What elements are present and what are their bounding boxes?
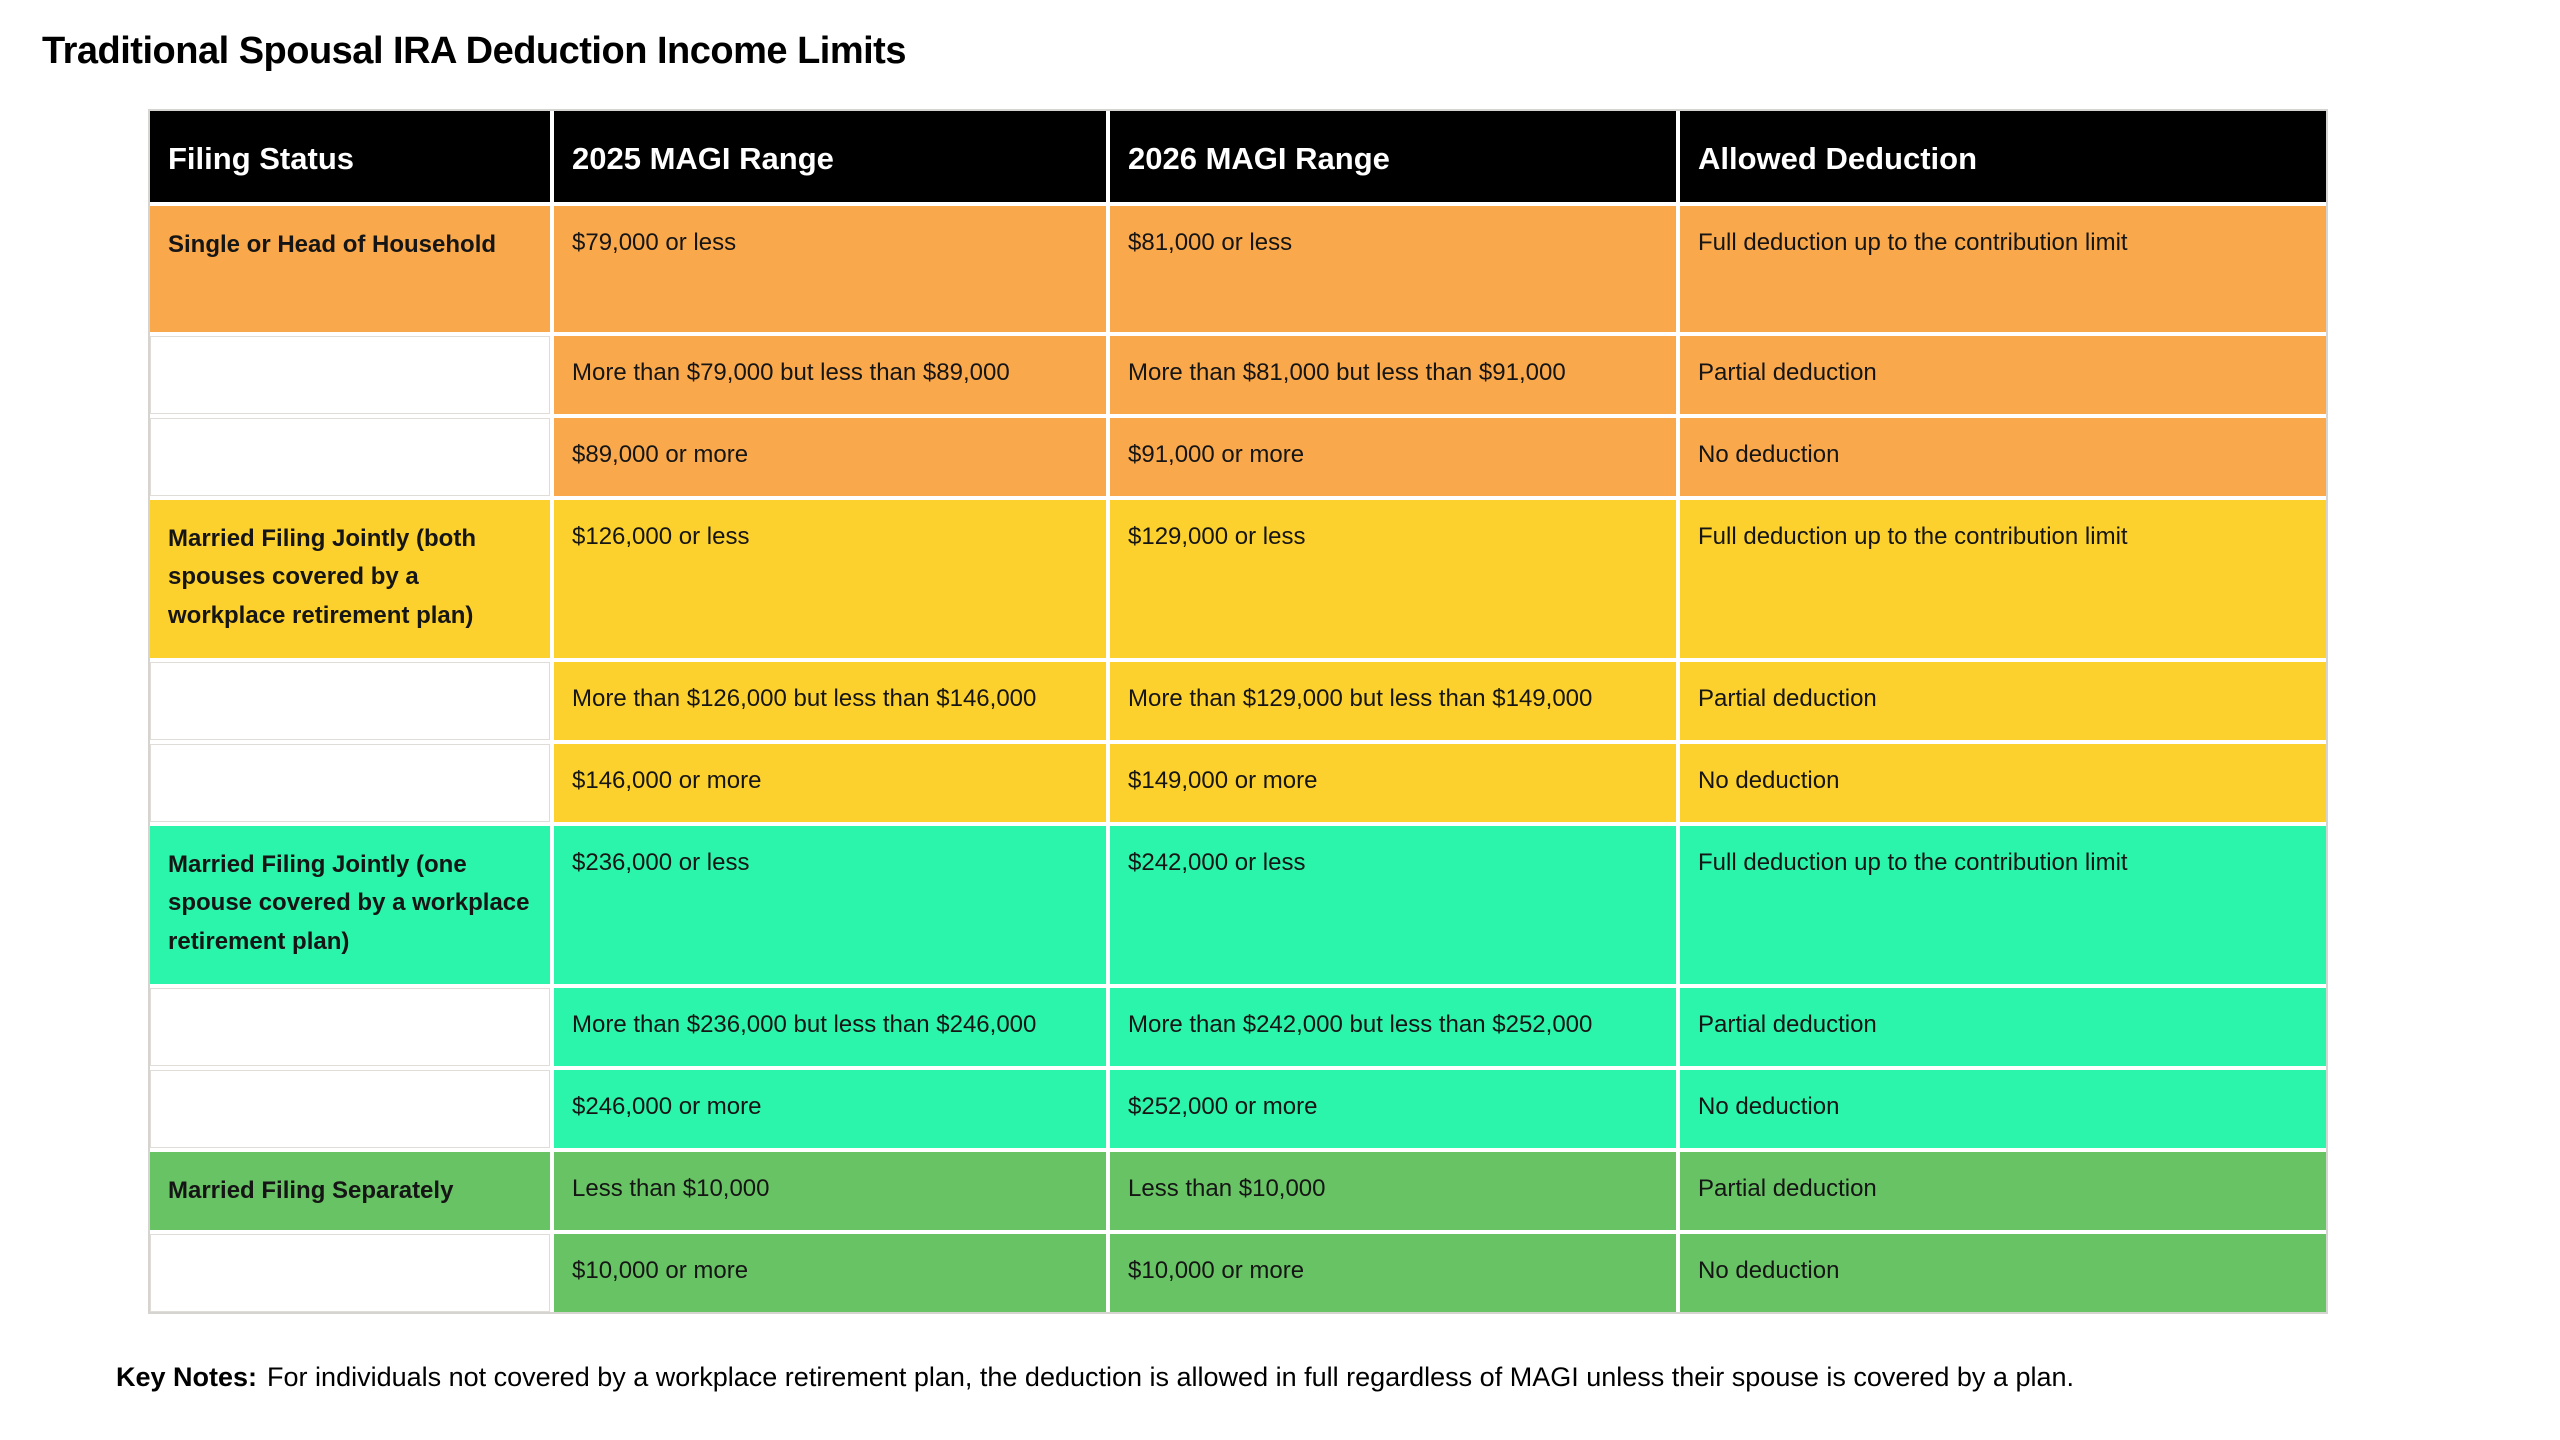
cell-allowed-deduction: Partial deduction [1680,1151,2326,1231]
table-header-row: Filing Status 2025 MAGI Range 2026 MAGI Ra… [150,111,2326,202]
cell-2026-magi-range: More than $81,000 but less than $91,000 [1110,335,1676,414]
cell-2026-magi-range: More than $129,000 but less than $149,00… [1110,661,1676,740]
cell-filing-status: Single or Head of Household [150,205,550,332]
ira-deduction-table: Filing Status 2025 MAGI Range 2026 MAGI Ra… [148,109,2328,1315]
table-row: $89,000 or more $91,000 or more No deduc… [150,417,2326,496]
document-page: Traditional Spousal IRA Deduction Income… [0,30,2560,1440]
cell-2026-magi-range: $252,000 or more [1110,1069,1676,1148]
cell-filing-status: Married Filing Jointly (both spouses cov… [150,499,550,658]
cell-2025-magi-range: Less than $10,000 [554,1151,1106,1231]
cell-allowed-deduction: Partial deduction [1680,661,2326,740]
page-title: Traditional Spousal IRA Deduction Income… [42,30,906,72]
cell-allowed-deduction: Full deduction up to the contribution li… [1680,205,2326,332]
cell-allowed-deduction: Full deduction up to the contribution li… [1680,499,2326,658]
cell-2026-magi-range: $81,000 or less [1110,205,1676,332]
cell-2025-magi-range: More than $79,000 but less than $89,000 [554,335,1106,414]
cell-2026-magi-range: $149,000 or more [1110,743,1676,822]
cell-filing-status [150,743,550,822]
table-row: Single or Head of Household $79,000 or l… [150,205,2326,332]
cell-filing-status [150,661,550,740]
column-header-2026-magi-range: 2026 MAGI Range [1110,111,1676,202]
cell-2025-magi-range: $236,000 or less [554,825,1106,984]
cell-allowed-deduction: No deduction [1680,1069,2326,1148]
key-notes-label: Key Notes: [116,1362,258,1393]
table-row: $10,000 or more $10,000 or more No deduc… [150,1234,2326,1313]
table-row: $146,000 or more $149,000 or more No ded… [150,743,2326,822]
cell-2025-magi-range: $10,000 or more [554,1234,1106,1313]
cell-filing-status [150,1069,550,1148]
cell-2025-magi-range: $126,000 or less [554,499,1106,658]
column-header-filing-status: Filing Status [150,111,550,202]
cell-2025-magi-range: $79,000 or less [554,205,1106,332]
table-row: $246,000 or more $252,000 or more No ded… [150,1069,2326,1148]
cell-2025-magi-range: $246,000 or more [554,1069,1106,1148]
cell-2025-magi-range: More than $236,000 but less than $246,00… [554,987,1106,1066]
table-row: Married Filing Separately Less than $10,… [150,1151,2326,1231]
cell-filing-status: Married Filing Jointly (one spouse cover… [150,825,550,984]
column-header-allowed-deduction: Allowed Deduction [1680,111,2326,202]
cell-allowed-deduction: No deduction [1680,417,2326,496]
cell-filing-status [150,417,550,496]
cell-allowed-deduction: Full deduction up to the contribution li… [1680,825,2326,984]
cell-2025-magi-range: $146,000 or more [554,743,1106,822]
cell-2026-magi-range: More than $242,000 but less than $252,00… [1110,987,1676,1066]
cell-2026-magi-range: $91,000 or more [1110,417,1676,496]
cell-filing-status [150,1234,550,1313]
table-row: Married Filing Jointly (both spouses cov… [150,499,2326,658]
cell-2026-magi-range: Less than $10,000 [1110,1151,1676,1231]
cell-2025-magi-range: More than $126,000 but less than $146,00… [554,661,1106,740]
cell-filing-status [150,987,550,1066]
cell-filing-status [150,335,550,414]
cell-allowed-deduction: No deduction [1680,1234,2326,1313]
cell-allowed-deduction: Partial deduction [1680,987,2326,1066]
cell-filing-status: Married Filing Separately [150,1151,550,1231]
table-row: More than $126,000 but less than $146,00… [150,661,2326,740]
table-row: More than $79,000 but less than $89,000 … [150,335,2326,414]
cell-2026-magi-range: $242,000 or less [1110,825,1676,984]
cell-2026-magi-range: $10,000 or more [1110,1234,1676,1313]
table-row: More than $236,000 but less than $246,00… [150,987,2326,1066]
cell-allowed-deduction: Partial deduction [1680,335,2326,414]
key-notes: Key Notes: For individuals not covered by… [116,1362,2560,1393]
key-notes-text: For individuals not covered by a workpla… [267,1362,2074,1393]
table-row: Married Filing Jointly (one spouse cover… [150,825,2326,984]
cell-2026-magi-range: $129,000 or less [1110,499,1676,658]
column-header-2025-magi-range: 2025 MAGI Range [554,111,1106,202]
cell-2025-magi-range: $89,000 or more [554,417,1106,496]
cell-allowed-deduction: No deduction [1680,743,2326,822]
